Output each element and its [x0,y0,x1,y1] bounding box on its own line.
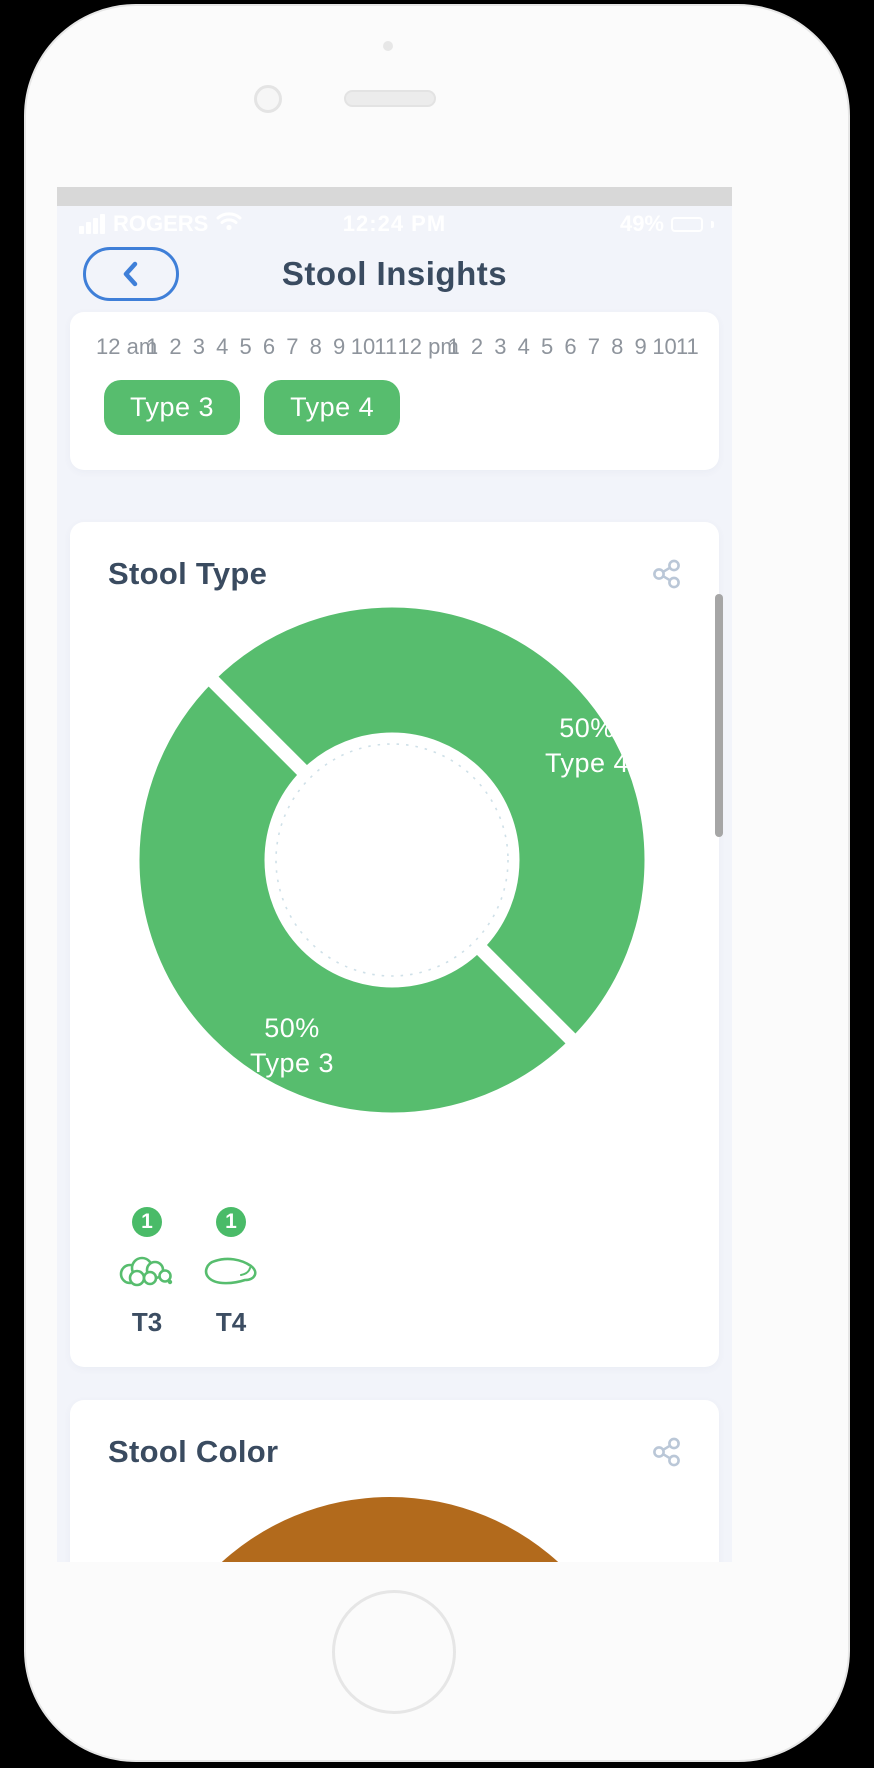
battery-percent: 49% [619,211,664,236]
chevron-left-icon [123,261,138,287]
hour-tick: 9 [332,334,346,359]
hour-tick: 12 am [96,334,158,359]
stool-type-3-icon [116,1246,178,1294]
slice-percent: 50% [264,1013,320,1043]
cellular-signal-icon [79,214,105,234]
stool-type-legend: 1 [107,1207,271,1338]
hour-tick: 9 [634,334,647,359]
legend-label: T3 [131,1307,163,1337]
hour-tick: 4 [517,334,530,359]
home-button [332,1590,456,1714]
page-title: Stool Insights [281,255,508,292]
hour-tick: 10 [652,334,677,359]
timeline-card: 12 am 1 2 3 4 5 6 7 8 9 10 11 12 pm 1 2 … [70,312,719,470]
app-screen: ROGERS 12:24 PM 49% [57,187,732,1562]
carrier-label: ROGERS [113,211,209,236]
slice-name: Type 3 [249,1048,335,1078]
hour-tick: 1 [145,334,159,359]
nav-header: Stool Insights [57,245,732,303]
scrollbar[interactable] [715,594,723,837]
hour-tick: 5 [239,334,252,359]
tag-type-4[interactable]: Type 4 [264,380,401,435]
screen-top-strip [57,187,732,206]
clock: 12:24 PM [342,211,447,236]
hour-tick: 3 [192,334,205,359]
hour-tick: 6 [262,334,276,359]
legend-label: T4 [215,1307,247,1337]
slice-label-type3: 50% Type 3 [207,1011,377,1081]
legend-item-t3: 1 [107,1207,187,1338]
battery-icon-tip [711,220,714,228]
stool-tags-row: Type 3 Type 4 [104,380,401,435]
back-button[interactable] [83,247,179,301]
hour-tick: 7 [286,334,299,359]
hour-tick: 4 [216,334,229,359]
stool-color-card: Stool Color [70,1400,719,1562]
slice-label-type4: 50% Type 4 [502,711,672,781]
slice-percent: 50% [559,713,615,743]
share-icon [653,559,680,589]
stool-type-title: Stool Type [108,556,268,591]
slice-name: Type 4 [544,748,630,778]
share-button[interactable] [651,558,683,590]
battery-icon [671,216,703,232]
share-icon [653,1437,680,1467]
hour-tick: 10 [350,334,376,359]
hours-axis: 12 am 1 2 3 4 5 6 7 8 9 10 11 12 pm 1 2 … [96,334,699,360]
hour-tick: 8 [309,334,322,359]
hour-tick: 2 [470,334,484,359]
status-bar: ROGERS 12:24 PM 49% [57,208,732,240]
wifi-icon [216,211,242,237]
hour-tick: 5 [541,334,554,359]
sensor-dot [383,41,393,51]
tag-type-3[interactable]: Type 3 [104,380,241,435]
hour-tick: 8 [611,334,624,359]
stool-type-4-icon [200,1246,262,1294]
hour-tick: 7 [587,334,600,359]
hour-tick: 2 [169,334,182,359]
front-camera [254,85,282,113]
hour-tick: 12 pm [397,334,459,359]
hour-tick: 6 [564,334,577,359]
stool-type-donut-chart[interactable]: 50% Type 4 50% Type 3 [132,600,652,1120]
stool-color-donut-chart[interactable] [140,1497,640,1562]
stool-color-title: Stool Color [108,1434,279,1469]
count-badge: 1 [132,1207,162,1237]
hour-tick: 11 [374,334,398,359]
hour-tick: 3 [494,334,507,359]
share-button[interactable] [651,1436,683,1468]
hour-tick: 11 [675,334,699,359]
count-badge: 1 [216,1207,246,1237]
phone-frame: ROGERS 12:24 PM 49% [24,4,850,1762]
stool-type-card: Stool Type [70,522,719,1367]
hour-tick: 1 [447,334,460,359]
legend-item-t4: 1 T4 [191,1207,271,1338]
earpiece-speaker [344,90,436,107]
donut-rings [139,607,645,1113]
